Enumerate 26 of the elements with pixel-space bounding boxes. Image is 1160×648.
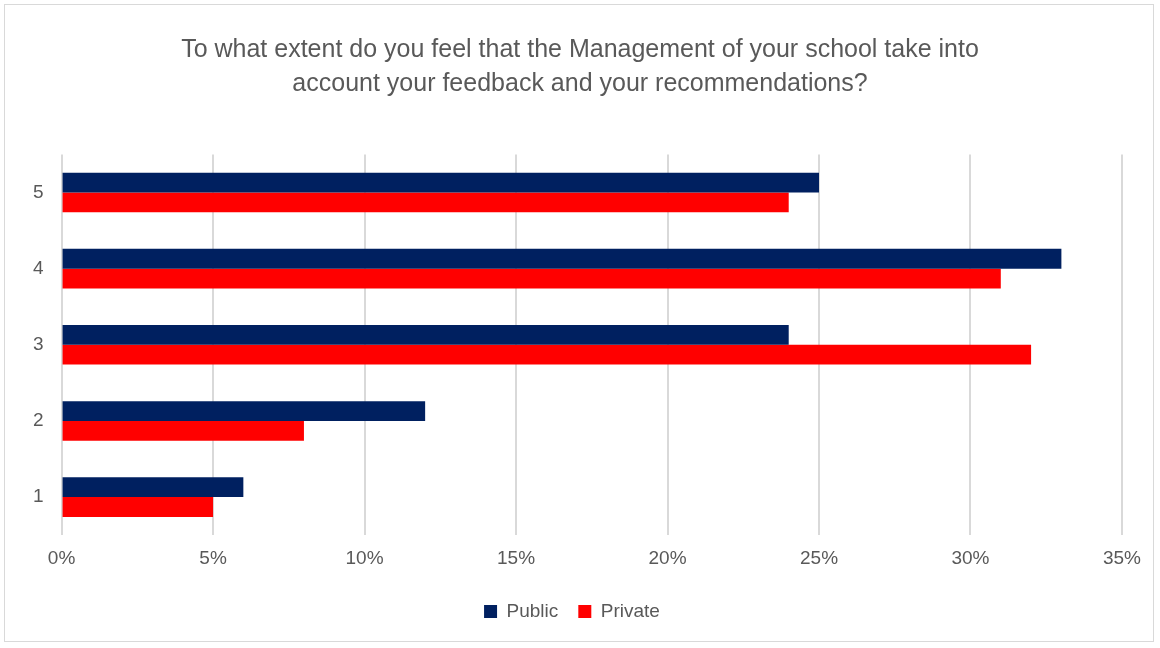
bar <box>62 497 214 517</box>
bar <box>62 344 1032 365</box>
legend-label: Private <box>600 599 660 621</box>
x-tick-label: 25% <box>799 546 839 568</box>
bar <box>62 192 789 213</box>
y-tick-label: 1 <box>32 485 44 507</box>
y-tick-label: 5 <box>32 180 44 202</box>
legend-label: Public <box>506 599 559 621</box>
bar <box>62 325 789 345</box>
bar <box>62 248 1062 269</box>
x-tick-label: 15% <box>497 546 536 568</box>
y-tick-label: 2 <box>32 409 44 431</box>
chart-title: To what extent do you feel that the Management of your school take into account your feedback and your recommendations? <box>180 33 980 98</box>
x-tick-label: 5% <box>199 546 227 568</box>
bar <box>62 420 304 441</box>
x-tick-label: 10% <box>345 546 384 568</box>
bar <box>62 268 1001 289</box>
x-tick-label: 30% <box>951 546 990 568</box>
x-tick-label: 35% <box>1102 546 1142 568</box>
bar <box>62 172 820 193</box>
x-tick-label: 20% <box>648 546 687 568</box>
bar <box>62 401 426 421</box>
y-tick-label: 4 <box>32 256 44 278</box>
x-tick-label: 0% <box>47 546 76 568</box>
bar <box>62 477 244 498</box>
y-tick-label: 3 <box>32 333 44 355</box>
